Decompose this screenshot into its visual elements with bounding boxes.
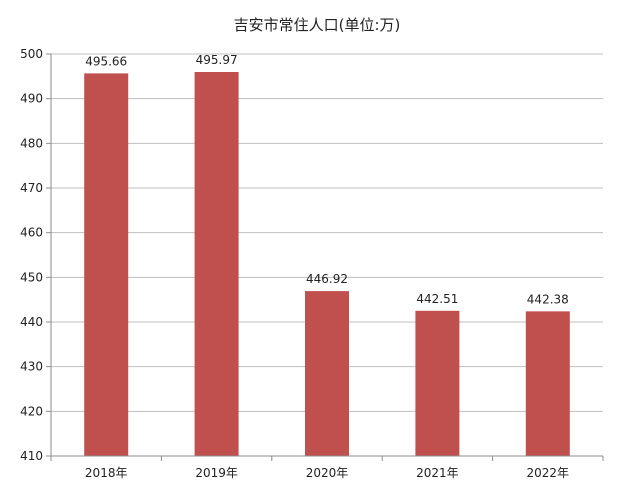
y-tick-label: 410	[20, 449, 43, 463]
x-tick-label: 2018年	[85, 466, 128, 480]
chart-title: 吉安市常住人口(单位:万)	[233, 16, 401, 34]
y-tick-label: 420	[20, 404, 43, 418]
y-tick-label: 500	[20, 47, 43, 61]
data-label: 442.38	[527, 292, 569, 306]
data-label: 495.66	[85, 54, 127, 68]
y-tick-label: 490	[20, 92, 43, 106]
y-tick-label: 470	[20, 181, 43, 195]
data-label: 446.92	[306, 272, 348, 286]
y-tick-label: 480	[20, 136, 43, 150]
x-tick-label: 2020年	[306, 466, 349, 480]
data-label: 495.97	[196, 53, 238, 67]
data-label: 442.51	[416, 292, 458, 306]
bar-2020年	[305, 291, 349, 456]
x-tick-label: 2022年	[527, 466, 570, 480]
bar-2022年	[525, 311, 570, 456]
y-tick-label: 450	[20, 270, 43, 284]
y-tick-label: 460	[20, 226, 43, 240]
bar-2018年	[84, 73, 129, 457]
bar-2019年	[194, 72, 239, 456]
y-tick-label: 440	[20, 315, 43, 329]
x-tick-label: 2021年	[416, 466, 459, 480]
y-tick-label: 430	[20, 360, 43, 374]
x-tick-label: 2019年	[195, 466, 238, 480]
bar-2021年	[415, 310, 460, 456]
